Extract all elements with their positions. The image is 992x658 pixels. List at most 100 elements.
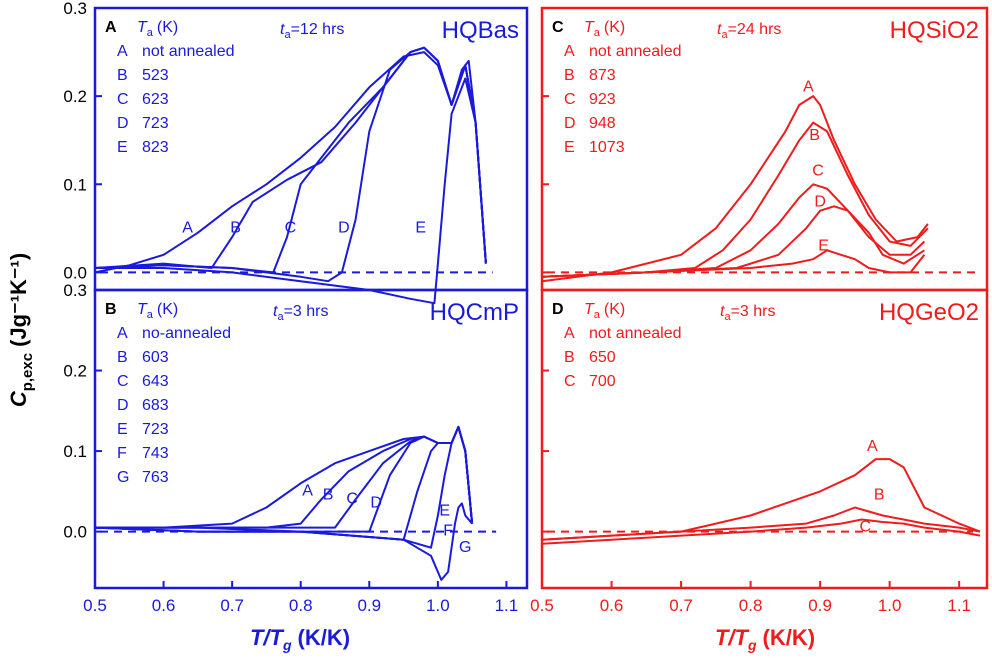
panel-D-series-C bbox=[541, 518, 981, 545]
panel-B-legend-header-sub: a bbox=[147, 309, 154, 321]
panel-A-legend-header: Ta (K) bbox=[137, 19, 178, 39]
panel-B-anneal-time-value: =3 hrs bbox=[284, 303, 329, 320]
panel-B-legend-value: 603 bbox=[142, 349, 169, 366]
panel-D-xtick-label: 0.7 bbox=[669, 596, 693, 615]
panel-B-legend-value: 683 bbox=[142, 397, 169, 414]
panel-B-legend-value: 763 bbox=[142, 469, 169, 486]
panel-B-legend-header-main: T bbox=[137, 301, 148, 318]
panel-B-legend-header: Ta (K) bbox=[137, 301, 178, 321]
panel-B-title: HQCmP bbox=[430, 299, 519, 326]
panel-B-legend-value: 723 bbox=[142, 421, 169, 438]
panel-B-xtick-label: 0.7 bbox=[220, 596, 244, 615]
panel-C-curve-label-B: B bbox=[809, 127, 820, 144]
panel-A-legend-key: D bbox=[117, 115, 129, 132]
panel-A-anneal-time-sub: a bbox=[284, 29, 291, 41]
x-axis-title-right-units: (K/K) bbox=[763, 625, 816, 650]
y-axis-title-units: (Jg⁻¹K⁻¹) bbox=[6, 253, 31, 347]
panel-D-legend-header-sub: a bbox=[594, 309, 601, 321]
panel-B-xtick-label: 1.1 bbox=[495, 596, 519, 615]
y-axis-title-sub: p,exc bbox=[19, 353, 36, 391]
panel-C-series-C bbox=[541, 183, 926, 278]
panel-D-curve-label-B: B bbox=[874, 486, 885, 503]
panel-B-curve-label-A: A bbox=[302, 482, 313, 499]
panel-C-anneal-time: ta=24 hrs bbox=[717, 21, 781, 41]
panel-C-legend-header: Ta (K) bbox=[584, 19, 625, 39]
panel-D-xtick-label: 0.5 bbox=[530, 596, 554, 615]
panel-B-curve-label-D: D bbox=[370, 494, 382, 511]
panel-B-legend-key: G bbox=[117, 469, 129, 486]
panel-B-ytick-label: 0.0 bbox=[63, 523, 87, 542]
panel-C-legend-value: 948 bbox=[589, 115, 616, 132]
panel-D-anneal-time-value: =3 hrs bbox=[731, 303, 776, 320]
y-axis-title: Cp,exc (Jg⁻¹K⁻¹) bbox=[6, 253, 36, 407]
panel-D-legend-value: not annealed bbox=[589, 325, 682, 342]
panel-D-legend-key: A bbox=[564, 325, 575, 342]
panel-D-legend-key: C bbox=[564, 373, 576, 390]
panel-A-ytick-label: 0.1 bbox=[63, 175, 87, 194]
panel-B-legend-value: no-annealed bbox=[142, 325, 231, 342]
panel-D-legend-value: 650 bbox=[589, 349, 616, 366]
panel-A-legend-value: 523 bbox=[142, 67, 169, 84]
panel-C-curve-label-A: A bbox=[803, 79, 814, 96]
panel-C-series-A bbox=[541, 95, 929, 283]
panel-A-legend-header-units: (K) bbox=[157, 19, 178, 36]
panel-D-xtick-label: 0.6 bbox=[600, 596, 624, 615]
panel-A-legend-value: 823 bbox=[142, 139, 169, 156]
panel-A-legend-key: C bbox=[117, 91, 129, 108]
panel-A-series-A bbox=[94, 51, 487, 274]
panel-D-legend-value: 700 bbox=[589, 373, 616, 390]
panel-C-legend-value: not annealed bbox=[589, 43, 682, 60]
panel-C-legend-value: 1073 bbox=[589, 139, 625, 156]
panel-B-legend-value: 743 bbox=[142, 445, 169, 462]
y-axis-title-main: C bbox=[6, 390, 31, 407]
panel-A-letter: A bbox=[105, 19, 117, 36]
panel-B-series-G bbox=[94, 502, 473, 581]
panel-C-legend-key: A bbox=[564, 43, 575, 60]
panel-A-curve-label-B: B bbox=[230, 220, 241, 237]
panel-C-legend-key: C bbox=[564, 91, 576, 108]
panel-B-legend-key: F bbox=[117, 445, 127, 462]
panel-B-legend-key: E bbox=[117, 421, 128, 438]
panel-D-letter: D bbox=[552, 301, 564, 318]
panel-D-xtick-label: 0.8 bbox=[739, 596, 763, 615]
panel-A-title: HQBas bbox=[442, 17, 519, 44]
panel-C-curve-label-D: D bbox=[814, 193, 826, 210]
panel-A-legend-value: not annealed bbox=[142, 43, 235, 60]
panel-C-legend-key: B bbox=[564, 67, 575, 84]
panel-D-legend-header-main: T bbox=[584, 301, 595, 318]
panel-C-legend-value: 923 bbox=[589, 91, 616, 108]
panel-B-ytick-label: 0.3 bbox=[63, 281, 87, 300]
panel-B-xtick-label: 0.5 bbox=[83, 596, 107, 615]
panel-B-ytick-label: 0.1 bbox=[63, 442, 87, 461]
panel-A-series-E bbox=[95, 77, 487, 305]
panel-C-anneal-time-main: t bbox=[717, 21, 722, 38]
panel-D-legend-key: B bbox=[564, 349, 575, 366]
panel-B-legend-header-units: (K) bbox=[157, 301, 178, 318]
panel-A-series-D bbox=[94, 46, 487, 283]
panel-D-curve-label-C: C bbox=[860, 519, 872, 536]
panel-A-legend-value: 623 bbox=[142, 91, 169, 108]
panel-D-xtick-label: 1.1 bbox=[947, 596, 971, 615]
panel-A-curve-label-A: A bbox=[182, 220, 193, 237]
panel-A-anneal-time: ta=12 hrs bbox=[280, 21, 344, 41]
panel-B-legend-key: D bbox=[117, 397, 129, 414]
x-axis-title-right-main: T/T bbox=[715, 625, 750, 650]
panel-B-xtick-label: 1.0 bbox=[426, 596, 450, 615]
panel-B-ytick-label: 0.2 bbox=[63, 362, 87, 381]
panel-B-legend-key: A bbox=[117, 325, 128, 342]
x-axis-title-right: T/Tg (K/K) bbox=[715, 625, 815, 653]
panel-B-legend-key: C bbox=[117, 373, 129, 390]
panel-A-anneal-time-value: =12 hrs bbox=[291, 21, 345, 38]
panel-C-anneal-time-value: =24 hrs bbox=[728, 21, 782, 38]
panel-C-legend-value: 873 bbox=[589, 67, 616, 84]
panel-C-curve-label-E: E bbox=[818, 237, 829, 254]
panel-C-legend-header-sub: a bbox=[594, 27, 601, 39]
panel-A-legend-key: A bbox=[117, 43, 128, 60]
panel-A-legend-key: B bbox=[117, 67, 128, 84]
panel-B-legend-value: 643 bbox=[142, 373, 169, 390]
panel-B-curve-label-F: F bbox=[443, 523, 453, 540]
panel-B-xtick-label: 0.8 bbox=[289, 596, 313, 615]
panel-D-title: HQGeO2 bbox=[879, 299, 979, 326]
